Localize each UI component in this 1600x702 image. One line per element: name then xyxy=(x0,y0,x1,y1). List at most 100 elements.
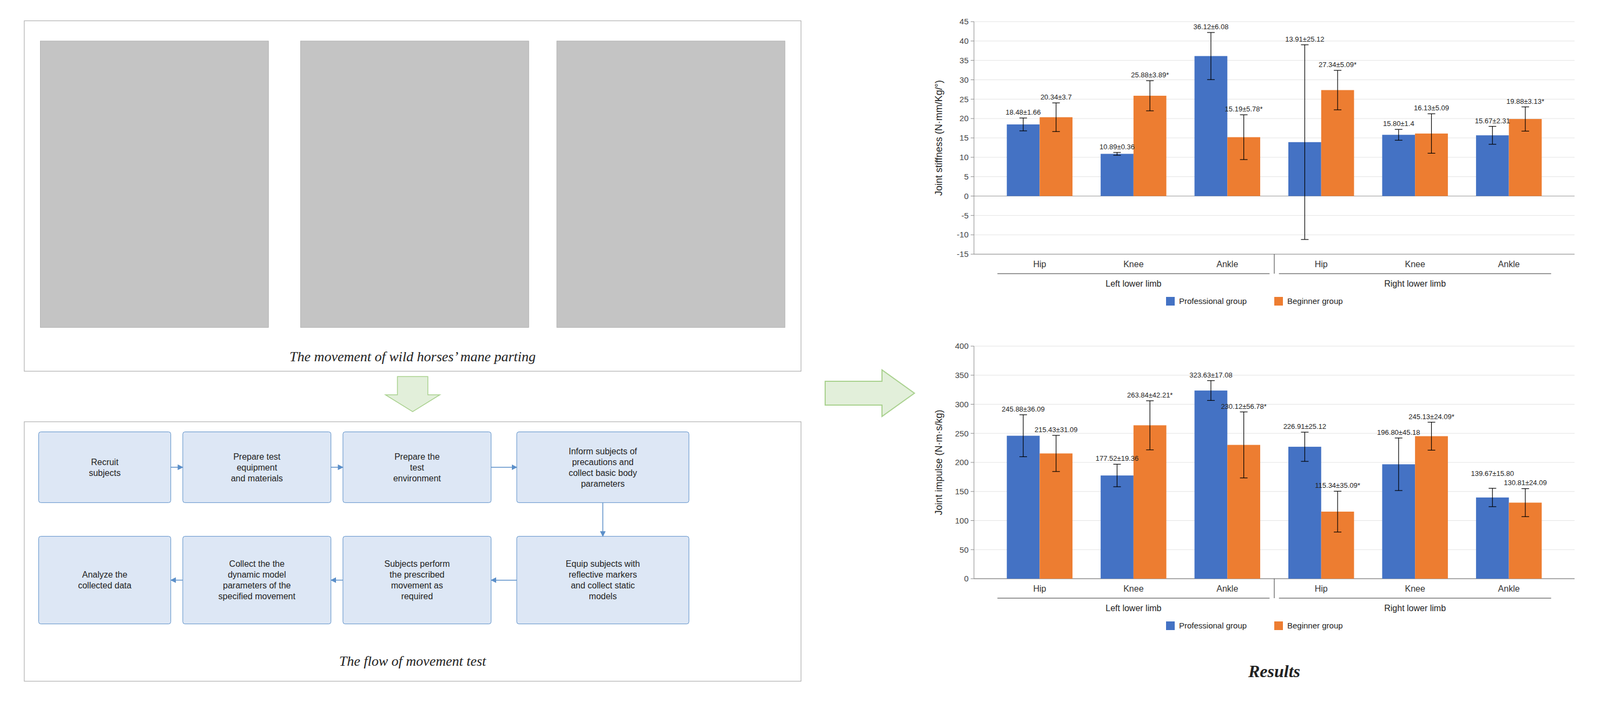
error-bar xyxy=(1022,415,1024,458)
data-label: 15.67±2.31 xyxy=(1475,116,1511,125)
y-tick-label: 50 xyxy=(959,545,969,555)
flowchart-step xyxy=(182,432,332,504)
error-bar xyxy=(1149,400,1151,451)
text-line: the prescribed xyxy=(389,570,445,580)
text-line: Inform subjects of xyxy=(568,446,638,457)
data-label: 13.91±25.12 xyxy=(1285,35,1325,44)
data-label: 177.52±19.36 xyxy=(1095,454,1139,463)
group-bracket xyxy=(1279,273,1552,275)
grid-line xyxy=(973,21,1575,23)
flow-arrow xyxy=(170,466,183,469)
group-bracket xyxy=(997,273,1270,275)
text-line: 215.43±31.09 xyxy=(1034,425,1078,434)
data-label: 10.89±0.36 xyxy=(1099,142,1135,151)
bar xyxy=(1039,453,1073,579)
legend-label: Professional group xyxy=(1179,296,1247,306)
bar xyxy=(1476,497,1510,579)
y-axis-title: Joint stiffness (N·mm/Kg/°) xyxy=(933,80,945,196)
panel-arrow xyxy=(825,370,915,417)
text-line: Hip xyxy=(1032,584,1046,594)
flowchart-step xyxy=(343,432,492,504)
error-cap xyxy=(1333,69,1342,71)
text-line: parameters xyxy=(581,479,625,489)
text-line: precautions and xyxy=(571,457,634,467)
error-cap xyxy=(1240,411,1248,413)
x-tick-label: Ankle xyxy=(1498,584,1520,594)
text-line: 350 xyxy=(955,370,969,380)
text-line: 245.13±24.09* xyxy=(1408,412,1455,421)
data-label: 36.12±6.08 xyxy=(1193,22,1229,31)
error-cap xyxy=(1207,79,1215,81)
legend: Professional groupBeginner group xyxy=(1166,621,1343,631)
text-line: 200 xyxy=(955,457,969,467)
bar xyxy=(1381,134,1415,196)
text-line: The flow of movement test xyxy=(339,653,487,670)
error-cap xyxy=(1488,126,1497,127)
data-label: 215.43±31.09 xyxy=(1034,425,1078,434)
group-label: Right lower limb xyxy=(1384,603,1446,614)
text-line: 13.91±25.12 xyxy=(1285,35,1325,44)
y-tick-label: -5 xyxy=(961,211,969,221)
text-line: -5 xyxy=(961,211,969,221)
error-cap xyxy=(1052,471,1060,472)
text-line: 15.19±5.78* xyxy=(1225,104,1263,114)
legend-swatch xyxy=(1274,297,1283,306)
y-tick xyxy=(970,21,974,23)
flowchart-step xyxy=(38,432,171,504)
y-axis-line xyxy=(973,346,975,579)
error-cap xyxy=(1146,80,1154,82)
x-tick-label: Hip xyxy=(1032,584,1046,594)
y-tick-label: 35 xyxy=(959,55,969,65)
error-bar xyxy=(1022,117,1024,131)
error-cap xyxy=(1300,461,1309,462)
text-line: 0 xyxy=(964,191,969,201)
text-line: 16.13±5.09 xyxy=(1413,103,1450,113)
error-bar xyxy=(1431,422,1432,451)
text-line: Recruit xyxy=(90,457,119,467)
y-tick-label: 200 xyxy=(955,457,969,467)
text-line: -10 xyxy=(956,229,969,240)
error-cap xyxy=(1113,464,1121,465)
text-line: Prepare the xyxy=(394,452,440,462)
y-tick-label: 0 xyxy=(964,574,969,584)
text-line: Ankle xyxy=(1498,259,1520,269)
text-line: 226.91±25.12 xyxy=(1283,422,1327,431)
error-cap xyxy=(1521,516,1530,518)
error-cap xyxy=(1333,491,1342,492)
data-label: 230.12±56.78* xyxy=(1220,402,1267,411)
data-label: 16.13±5.09 xyxy=(1413,103,1450,113)
error-cap xyxy=(1052,102,1060,104)
y-tick-label: 0 xyxy=(964,191,969,201)
text-line: Hip xyxy=(1314,584,1328,594)
y-axis-title: Joint impulse (N·m·s/kg) xyxy=(933,409,945,516)
y-tick xyxy=(970,40,974,42)
y-tick xyxy=(970,176,974,177)
legend-label: Beginner group xyxy=(1287,621,1343,631)
group-label: Left lower limb xyxy=(1105,279,1162,289)
flowchart-step xyxy=(516,536,689,625)
error-bar xyxy=(1524,107,1526,132)
error-cap xyxy=(1427,113,1436,115)
text-line: 15.67±2.31 xyxy=(1475,116,1511,125)
y-tick xyxy=(970,79,974,81)
error-cap xyxy=(1113,152,1121,153)
y-tick xyxy=(970,234,974,236)
text-line: Joint stiffness (N·mm/Kg/°) xyxy=(933,80,945,196)
y-tick xyxy=(970,578,974,580)
error-bar xyxy=(1116,152,1118,156)
grid-line xyxy=(973,79,1575,81)
x-tick-label: Knee xyxy=(1404,584,1425,594)
error-cap xyxy=(1019,456,1027,458)
x-tick-label: Ankle xyxy=(1498,259,1520,269)
text-line: required xyxy=(400,591,433,602)
text-line: collect basic body xyxy=(568,468,637,478)
text-line: 115.34±35.09* xyxy=(1314,481,1361,490)
error-cap xyxy=(1207,380,1215,381)
text-line: and collect static xyxy=(570,581,635,591)
photo-placeholder xyxy=(556,41,786,328)
bar xyxy=(1194,390,1228,579)
text-line: Ankle xyxy=(1216,584,1239,594)
error-cap xyxy=(1488,143,1497,145)
error-cap xyxy=(1052,131,1060,133)
error-cap xyxy=(1019,130,1027,131)
